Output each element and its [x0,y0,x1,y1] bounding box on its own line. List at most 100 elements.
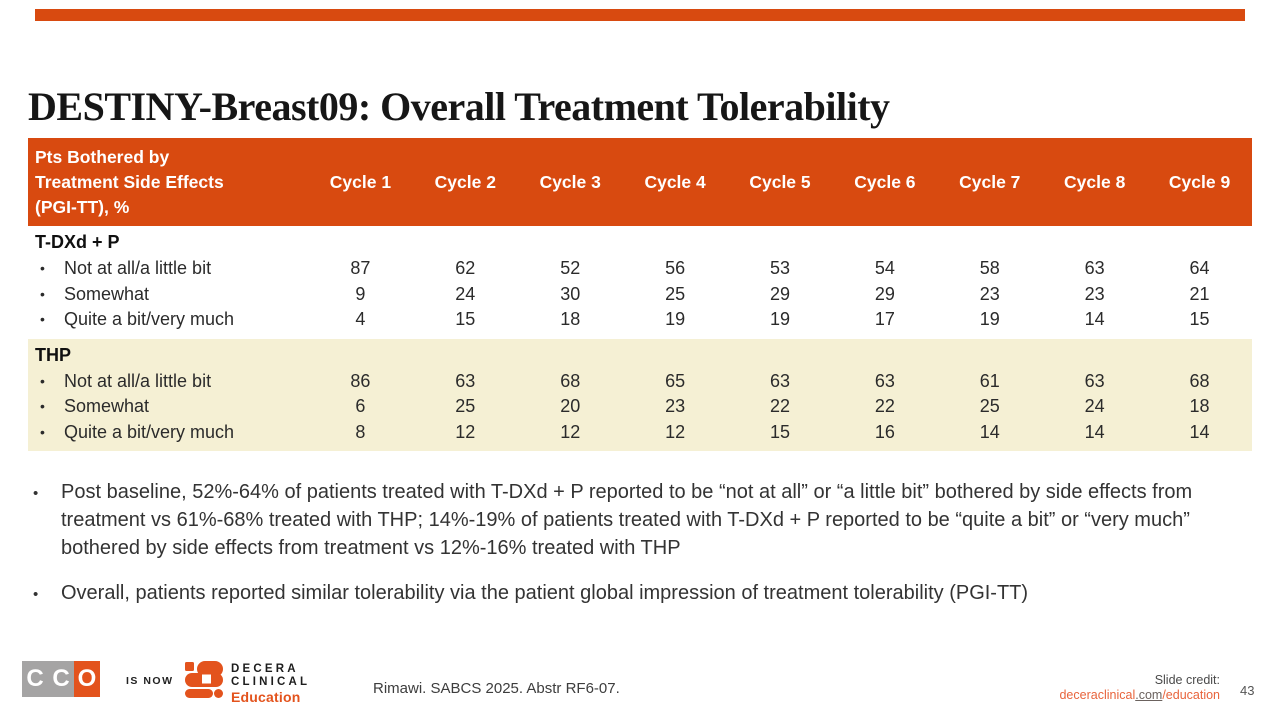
bullet-marker: • [40,311,45,327]
table-cell: 87 [350,258,371,278]
column-header: Cycle 7 [959,171,1021,192]
table-cell: 12 [560,421,581,442]
table-cell: 19 [665,309,686,329]
bullet-marker: • [33,586,39,603]
table-cell: 8 [355,421,366,442]
bullet-marker: • [40,372,45,389]
table-cell: 23 [979,283,1000,304]
table-row: • Not at all/a little bit 86 63 68 65 63 63 61 63… [28,369,1252,395]
column-header: Cycle 8 [1064,171,1126,192]
row-label-cell: • Somewhat [28,282,308,308]
bullet-marker: • [40,285,45,302]
table-cell: 63 [1084,258,1105,278]
cco-logo-letter: O [74,661,100,697]
table-cell: 24 [1084,396,1105,416]
table-cell: 63 [1084,370,1105,391]
column-header: Cycle 6 [854,171,916,192]
table-cell: 15 [1189,309,1210,329]
bullet-item: • Post baseline, 52%-64% of patients tre… [33,478,1245,562]
table-cell: 14 [979,421,1000,442]
table-cell: 14 [1084,309,1105,329]
link-text: /education [1162,688,1220,702]
table-cell: 18 [1189,396,1210,416]
bullet-marker: • [40,423,45,440]
table-cell: 24 [455,283,476,304]
row-label: Quite a bit/very much [64,309,235,329]
column-header: Cycle 2 [434,171,496,192]
column-header: Cycle 9 [1168,171,1231,192]
row-label: Somewhat [64,396,150,416]
decera-word: DECERA [231,663,299,675]
bullet-item: • Overall, patients reported similar tol… [33,579,1245,609]
table-cell: 53 [769,258,790,278]
decera-logo-text: DECERA CLINICAL Education [231,663,310,705]
row-label: Not at all/a little bit [64,258,212,278]
decera-logo-icon [185,661,223,698]
link-text: deceraclinical [1059,688,1136,702]
table-cell: 30 [560,283,581,304]
table-header-label: Pts Bothered by Treatment Side Effects (… [35,146,224,217]
table-cell: 19 [769,309,790,329]
table-cell: 16 [874,421,895,442]
table-cell: 21 [1189,283,1210,304]
bullet-text: Post baseline, 52%-64% of patients treat… [61,481,1193,559]
slide-credit-link[interactable]: deceraclinical.com/education [1059,688,1220,702]
link-text: .com [1135,688,1163,702]
table-cell: 4 [355,309,366,329]
row-label-cell: • Not at all/a little bit [28,256,308,282]
table-row: • Somewhat 6 25 20 23 22 22 25 24 18 [28,394,1252,420]
table-cell: 86 [350,370,371,391]
row-label-cell: • Quite a bit/very much [28,420,308,446]
table-cell: 25 [455,396,476,416]
bullet-marker: • [33,485,39,502]
table-cell: 52 [560,258,581,278]
table-cell: 64 [1189,258,1210,278]
table-cell: 61 [979,370,1000,391]
table-cell: 25 [665,283,686,304]
table-cell: 68 [1189,370,1210,391]
table-cell: 15 [769,421,790,442]
summary-bullets: • Post baseline, 52%-64% of patients tre… [33,478,1245,626]
row-label: Somewhat [64,283,150,304]
page-number: 43 [1240,683,1255,698]
table-cell: 12 [665,421,686,442]
table-cell: 63 [874,370,895,391]
table-cell: 54 [874,258,895,278]
table-cell: 17 [874,309,895,329]
table-cell: 6 [355,396,366,416]
table-cell: 29 [769,283,790,304]
table-cell: 68 [560,370,581,391]
cco-logo-letter: C [48,661,74,697]
table-cell: 25 [979,396,1000,416]
table-row: • Somewhat 9 24 30 25 29 29 23 23 21 [28,282,1252,308]
table-cell: 18 [560,309,581,329]
row-label-cell: • Not at all/a little bit [28,369,308,395]
row-label-cell: • Somewhat [28,394,308,420]
table-cell: 63 [769,370,790,391]
table-group: THP • Not at all/a little bit 86 63 68 65 63 63 6… [28,338,1252,451]
table-cell: 56 [665,258,686,278]
table-cell: 15 [455,309,476,329]
row-label: Quite a bit/very much [64,421,235,442]
row-label-cell: • Quite a bit/very much [28,307,308,333]
table-header-row: Pts Bothered by Treatment Side Effects (… [28,138,1252,226]
table-row: • Quite a bit/very much 8 12 12 12 15 16 14 14 14 [28,420,1252,446]
table-row: • Quite a bit/very much 4 15 18 19 19 17 19 14 15 [28,307,1252,333]
citation-text: Rimawi. SABCS 2025. Abstr RF6-07. [373,680,620,697]
table-cell: 62 [455,258,476,278]
table-group: T-DXd + P • Not at all/a little bit 87 62 52 5… [28,226,1252,339]
table-cell: 14 [1189,421,1210,442]
slide-credit: Slide credit: deceraclinical.com/educati… [1059,673,1220,703]
group-label: T-DXd + P [35,232,120,252]
slide-credit-label: Slide credit: [1154,673,1220,687]
table-cell: 12 [455,421,476,442]
table-row: • Not at all/a little bit 87 62 52 56 53 54 58 63… [28,256,1252,282]
table-cell: 19 [979,309,1000,329]
cco-logo-letter: C [22,661,48,697]
row-label: Not at all/a little bit [64,370,212,391]
table-cell: 63 [455,370,476,391]
table-cell: 14 [1084,421,1105,442]
table-cell: 23 [665,396,686,416]
column-header: Cycle 4 [644,171,706,192]
education-word: Education [231,689,301,705]
